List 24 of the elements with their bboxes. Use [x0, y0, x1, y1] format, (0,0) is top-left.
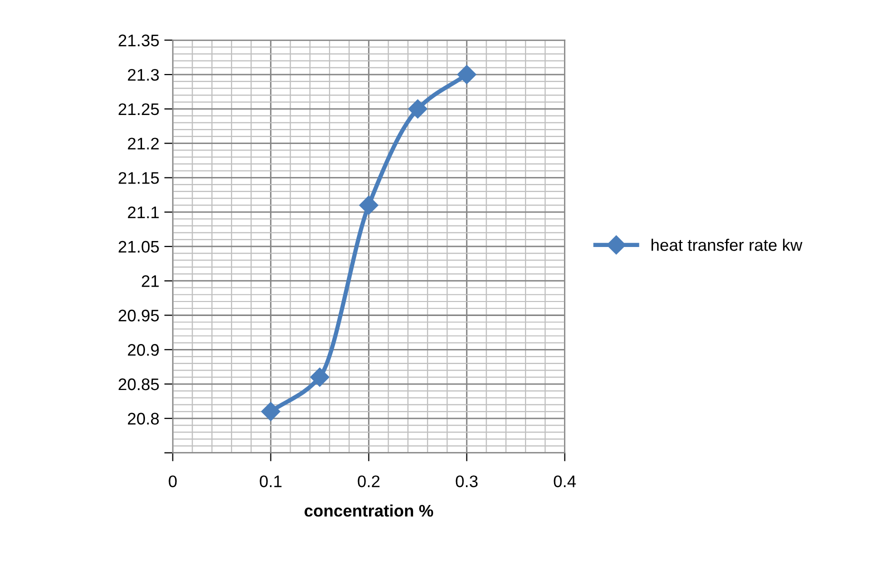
legend-label: heat transfer rate kw	[652, 238, 802, 251]
point	[457, 65, 476, 84]
x-tick-label: 0.3	[456, 475, 478, 488]
y-tick-label: 20.9	[128, 344, 159, 356]
y-tick-label: 21.05	[118, 240, 159, 253]
point	[310, 368, 330, 387]
y-tick-label: 20.85	[118, 378, 159, 390]
point	[359, 196, 378, 215]
point	[261, 402, 280, 422]
y-tick-label: 21.1	[128, 206, 159, 218]
y-tick-label: 21.25	[118, 103, 159, 116]
y-tick-label: 21.2	[128, 138, 159, 150]
point	[408, 99, 428, 118]
x-tick-label: 0.2	[358, 475, 380, 488]
y-tick-label: 21.3	[128, 68, 159, 81]
y-tick-label: 20.95	[118, 310, 159, 322]
x-tick-label: 0.1	[260, 475, 282, 488]
y-tick-label: 21	[142, 275, 159, 287]
x-tick-label: 0	[168, 475, 177, 488]
x-tick-label: 0.4	[554, 475, 576, 488]
y-tick-label: 21.35	[118, 34, 159, 46]
y-tick-label: 20.8	[128, 412, 159, 425]
x-axis-title: concentration %	[304, 504, 434, 517]
y-tick-label: 21.15	[118, 172, 159, 184]
